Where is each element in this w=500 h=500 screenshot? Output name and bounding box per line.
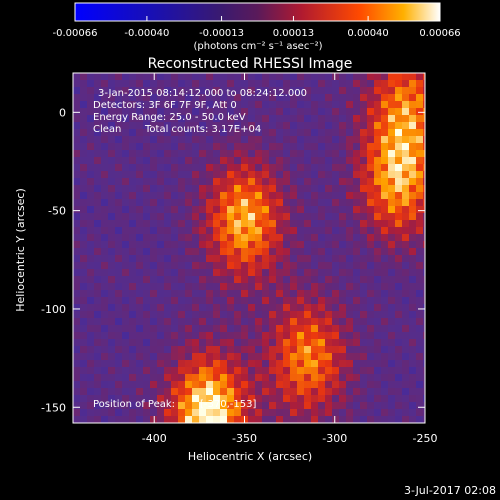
colorbar-tick-label: 0.00066 [419, 28, 460, 39]
y-axis-label: Heliocentric Y (arcsec) [14, 188, 27, 312]
y-tick-label: -50 [48, 205, 66, 218]
colorbar-tick-label: -0.00066 [53, 28, 98, 39]
annotations: 3-Jan-2015 08:14:12.000 to 08:24:12.000 … [93, 88, 307, 410]
plot-frame [72, 72, 426, 424]
colorbar-tick-label: 0.00013 [273, 28, 314, 39]
colorbar-units: (photons cm⁻² s⁻¹ asec⁻²) [193, 41, 322, 52]
annotation-clean: Clean [93, 124, 121, 135]
y-axis: 0 -50 -100 -150 [41, 106, 425, 414]
colorbar-ticks: -0.00066 -0.00040 -0.00013 0.00013 0.00040 0.… [53, 16, 461, 39]
annotation-time: 3-Jan-2015 08:14:12.000 to 08:24:12.000 [98, 88, 307, 99]
x-tick-label: -250 [413, 432, 438, 445]
annotation-peak-label: Position of Peak: [93, 399, 175, 410]
y-tick-label: 0 [59, 106, 66, 119]
annotation-peak-value: [-370,-153] [200, 399, 256, 410]
chart-title: Reconstructed RHESSI Image [148, 56, 353, 72]
footer-date: 3-Jul-2017 02:08 [404, 484, 496, 497]
x-axis-label: Heliocentric X (arcsec) [188, 450, 312, 463]
colorbar-tick-label: -0.00040 [124, 28, 169, 39]
annotation-detectors: Detectors: 3F 6F 7F 9F, Att 0 [93, 100, 237, 111]
colorbar-tick-label: 0.00040 [347, 28, 388, 39]
x-tick-label: -300 [322, 432, 347, 445]
x-axis: -400 -350 -300 -250 [142, 73, 438, 445]
colorbar [74, 2, 441, 22]
heatmap-image [73, 73, 425, 423]
x-tick-label: -400 [142, 432, 167, 445]
colorbar-tick-label: -0.00013 [199, 28, 244, 39]
y-tick-label: -100 [41, 303, 66, 316]
x-tick-label: -350 [232, 432, 257, 445]
annotation-energy: Energy Range: 25.0 - 50.0 keV [93, 112, 246, 123]
y-tick-label: -150 [41, 401, 66, 414]
annotation-counts: Total counts: 3.17E+04 [144, 124, 261, 135]
